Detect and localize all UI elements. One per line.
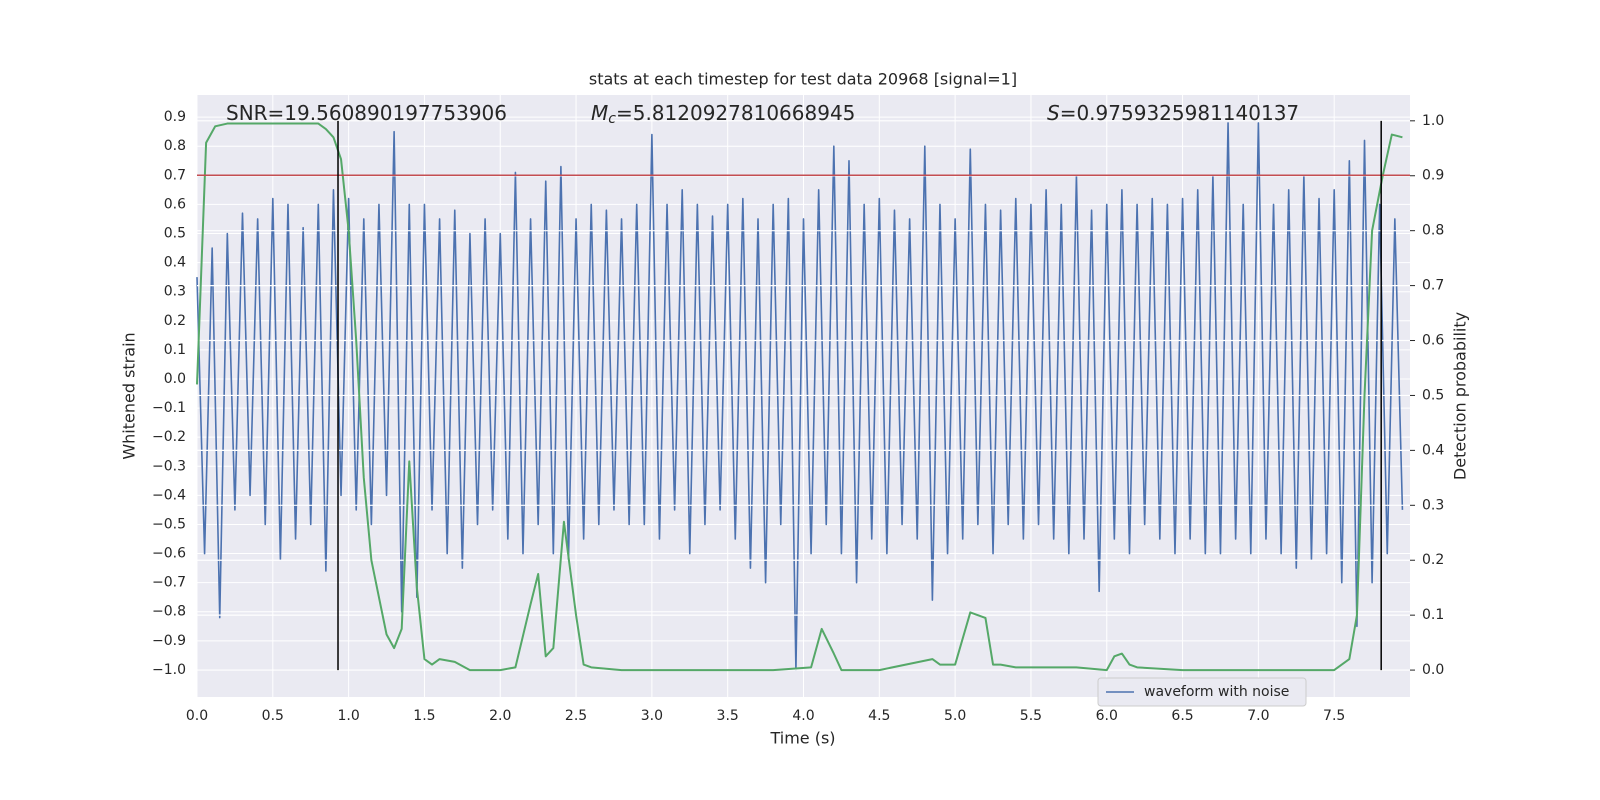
x-tick-label: 0.0: [186, 708, 208, 724]
x-tick-label: 2.5: [565, 708, 587, 724]
x-tick-label: 1.0: [337, 708, 359, 724]
annotation-text: SNR=19.560890197753906: [226, 101, 507, 125]
x-tick-label: 2.0: [489, 708, 511, 724]
y2-tick-label: 0.3: [1422, 497, 1444, 513]
annotation: Mc=5.8120927810668945: [591, 101, 855, 128]
y-axis-label: Whitened strain: [120, 332, 139, 459]
annotation: SNR=19.560890197753906: [226, 101, 507, 125]
x-tick-label: 7.0: [1247, 708, 1269, 724]
y-tick-label: 0.2: [164, 313, 186, 329]
x-axis-label: Time (s): [769, 729, 835, 748]
y2-tick-label: 0.2: [1422, 552, 1444, 568]
y-tick-label: −0.8: [152, 604, 186, 620]
y-tick-label: 0.9: [164, 109, 186, 125]
chart-title: stats at each timestep for test data 209…: [589, 70, 1017, 89]
y-tick-label: −0.6: [152, 546, 186, 562]
x-tick-label: 3.0: [641, 708, 663, 724]
legend-box: [1097, 677, 1307, 707]
y-tick-label: −0.5: [152, 516, 186, 532]
x-tick-label: 4.5: [868, 708, 890, 724]
y2-tick-label: 0.0: [1422, 662, 1444, 678]
x-tick-label: 5.0: [944, 708, 966, 724]
annotation-text: =5.8120927810668945: [616, 101, 855, 125]
annotation-text: =0.9759325981140137: [1060, 101, 1299, 125]
x-tick-label: 7.5: [1323, 708, 1345, 724]
y2-tick-label: 0.5: [1422, 387, 1444, 403]
annotation: S=0.9759325981140137: [1047, 101, 1299, 125]
y-tick-label: 0.4: [164, 255, 186, 271]
y-tick-label: 0.0: [164, 371, 186, 387]
y-tick-label: −0.4: [152, 487, 186, 503]
y2-tick-label: 0.6: [1422, 333, 1444, 349]
y2-tick-label: 0.7: [1422, 278, 1444, 294]
y2-tick-label: 1.0: [1422, 113, 1444, 129]
x-tick-label: 6.0: [1096, 708, 1118, 724]
overlay: [196, 120, 1410, 672]
legend-label: waveform with noise: [1144, 684, 1289, 700]
series-line: [196, 122, 1404, 671]
y-tick-label: −0.9: [152, 633, 186, 649]
y2-tick-label: 0.8: [1422, 223, 1444, 239]
y-tick-label: −0.2: [152, 429, 186, 445]
x-tick-label: 6.5: [1171, 708, 1193, 724]
annotation-symbol: S: [1047, 101, 1060, 125]
marks: [196, 122, 1404, 671]
y-tick-label: 0.7: [164, 167, 186, 183]
y-tick-label: −0.7: [152, 575, 186, 591]
y-tick-label: 0.5: [164, 225, 186, 241]
y2-axis-label: Detection probability: [1451, 312, 1470, 480]
y2-tick-label: 0.1: [1422, 607, 1444, 623]
y-tick-label: 0.3: [164, 284, 186, 300]
annotation-symbol: M: [591, 101, 608, 125]
x-tick-label: 3.5: [717, 708, 739, 724]
y2-tick-label: 0.9: [1422, 168, 1444, 184]
x-tick-label: 5.5: [1020, 708, 1042, 724]
y-tick-label: 0.8: [164, 138, 186, 154]
y-tick-label: −0.3: [152, 458, 186, 474]
x-tick-label: 1.5: [413, 708, 435, 724]
y-tick-label: 0.6: [164, 196, 186, 212]
y-tick-label: −0.1: [152, 400, 186, 416]
y-tick-label: 0.1: [164, 342, 186, 358]
y-tick-label: −1.0: [152, 662, 186, 678]
y2-tick-label: 0.4: [1422, 442, 1444, 458]
x-tick-label: 4.0: [792, 708, 814, 724]
x-tick-label: 0.5: [262, 708, 284, 724]
series-line: [196, 122, 1403, 672]
annotation-subscript: c: [608, 111, 616, 127]
